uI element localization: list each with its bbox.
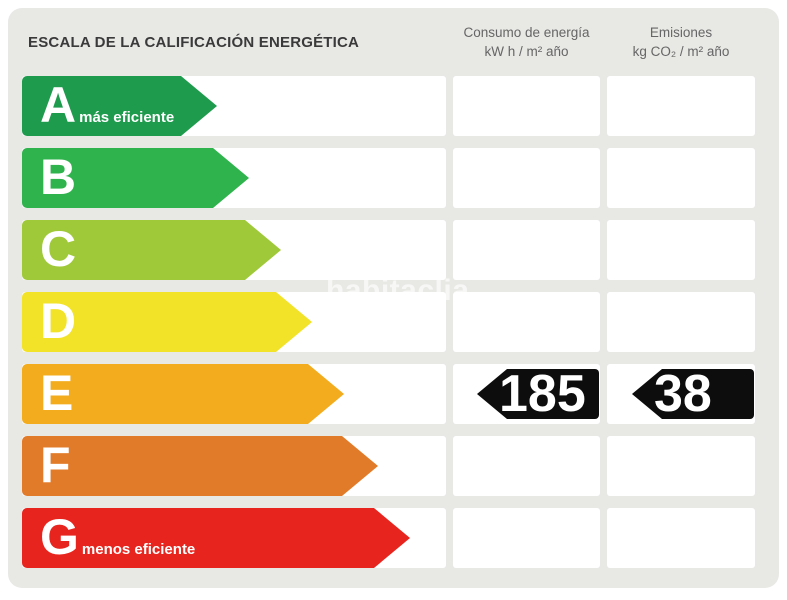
rating-row-e: E 185 38 — [22, 364, 755, 424]
column-header-consumo: Consumo de energía kW h / m² año — [453, 8, 600, 76]
rating-bar: A más eficiente — [22, 76, 217, 136]
rating-row-c: C — [22, 220, 755, 280]
column-header-consumo-name: Consumo de energía — [463, 25, 590, 40]
rating-bar: C — [22, 220, 281, 280]
emisiones-cell — [607, 76, 755, 136]
rating-bar: D — [22, 292, 312, 352]
rating-bar-track: F — [22, 436, 446, 496]
rating-row-f: F — [22, 436, 755, 496]
column-header-emisiones: Emisiones kg CO₂ / m² año — [607, 8, 755, 76]
rating-row-a: A más eficiente — [22, 76, 755, 136]
rating-bar: B — [22, 148, 249, 208]
consumo-cell: 185 — [453, 364, 600, 424]
rating-bar-track: A más eficiente — [22, 76, 446, 136]
rating-letter: C — [40, 221, 77, 277]
emisiones-cell — [607, 220, 755, 280]
page-title: ESCALA DE LA CALIFICACIÓN ENERGÉTICA — [28, 33, 360, 51]
consumo-value: 185 — [499, 365, 586, 423]
rating-bar: F — [22, 436, 378, 496]
emisiones-cell — [607, 148, 755, 208]
rating-letter: F — [40, 437, 71, 493]
rating-sublabel: menos eficiente — [81, 541, 196, 558]
rating-bar-track: D — [22, 292, 446, 352]
rating-letter: B — [40, 149, 77, 205]
column-header-emisiones-unit: kg CO₂ / m² año — [632, 44, 730, 59]
consumo-cell — [453, 148, 600, 208]
consumo-cell — [453, 220, 600, 280]
header-row: ESCALA DE LA CALIFICACIÓN ENERGÉTICA Con… — [22, 8, 755, 76]
rating-letter: G — [40, 509, 79, 565]
emisiones-cell — [607, 436, 755, 496]
emisiones-cell — [607, 508, 755, 568]
consumo-cell — [453, 76, 600, 136]
rating-bar-track: E — [22, 364, 446, 424]
consumo-cell — [453, 292, 600, 352]
rating-bar-track: B — [22, 148, 446, 208]
consumo-cell — [453, 508, 600, 568]
rating-row-g: G menos eficiente — [22, 508, 755, 568]
rating-letter: D — [40, 293, 77, 349]
column-header-consumo-unit: kW h / m² año — [484, 44, 569, 59]
rating-bar-track: C — [22, 220, 446, 280]
column-header-emisiones-name: Emisiones — [649, 25, 713, 40]
consumo-value-arrow: 185 — [477, 369, 599, 419]
rating-letter: A — [40, 77, 77, 133]
rating-bar: G menos eficiente — [22, 508, 410, 568]
rating-row-b: B — [22, 148, 755, 208]
emisiones-value-arrow: 38 — [632, 369, 754, 419]
emisiones-cell — [607, 292, 755, 352]
consumo-cell — [453, 436, 600, 496]
rating-bar-track: G menos eficiente — [22, 508, 446, 568]
rating-bar: E — [22, 364, 344, 424]
rating-sublabel: más eficiente — [79, 109, 175, 126]
emisiones-cell: 38 — [607, 364, 755, 424]
energy-rating-panel: ESCALA DE LA CALIFICACIÓN ENERGÉTICA Con… — [8, 8, 779, 588]
emisiones-value: 38 — [654, 365, 712, 423]
rating-letter: E — [40, 365, 74, 421]
rating-row-d: D — [22, 292, 755, 352]
